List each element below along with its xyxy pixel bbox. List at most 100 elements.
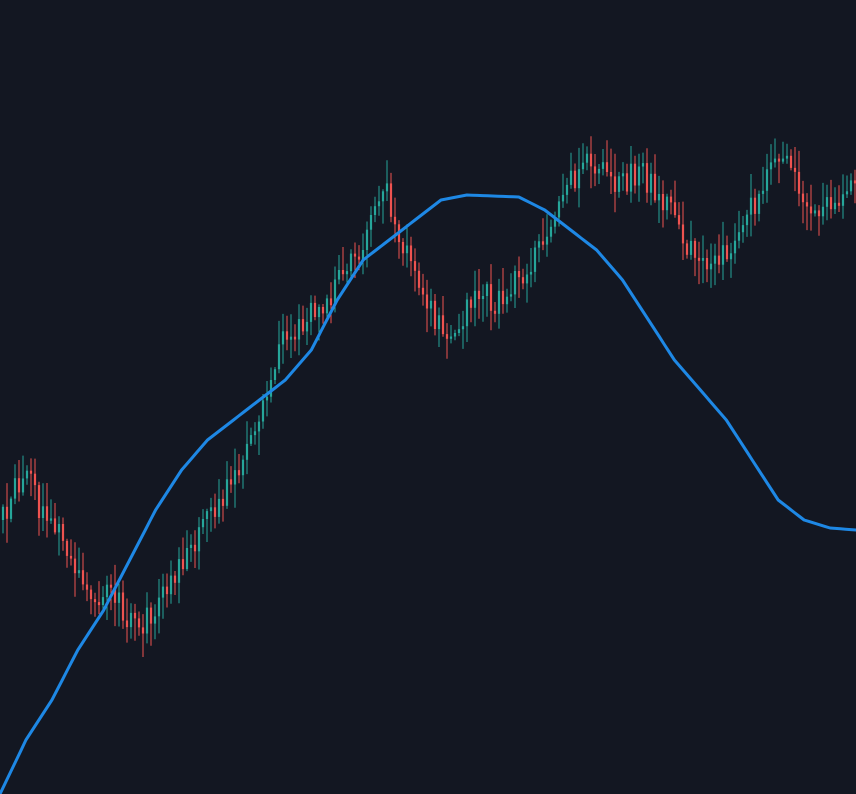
candle-up <box>617 176 621 192</box>
candle-down <box>809 206 813 214</box>
candle-down <box>645 163 649 193</box>
candle-up <box>161 586 165 598</box>
candle-up <box>405 245 409 254</box>
candle-up <box>565 184 569 195</box>
candle-up <box>621 173 625 177</box>
candle-up <box>709 263 713 270</box>
candle-down <box>53 518 57 533</box>
candle-up <box>317 307 321 318</box>
candle-down <box>445 334 449 339</box>
candle-up <box>833 202 837 210</box>
candle-up <box>49 518 53 521</box>
candle-up <box>385 183 389 192</box>
candle-up <box>553 217 557 227</box>
candle-up <box>657 194 661 201</box>
candle-up <box>189 544 193 548</box>
candle-up <box>749 197 753 215</box>
candle-up <box>505 296 509 305</box>
candle-down <box>17 478 21 493</box>
candle-down <box>673 202 677 216</box>
candle-up <box>437 315 441 330</box>
candle-down <box>65 540 69 556</box>
candle-down <box>37 485 41 518</box>
candle-down <box>109 584 113 588</box>
candle-up <box>309 302 313 322</box>
candle-up <box>245 443 249 460</box>
candle-down <box>421 287 425 295</box>
candle-up <box>741 225 745 233</box>
candle-down <box>221 498 225 506</box>
candle-up <box>369 215 373 230</box>
candle-up <box>761 190 765 194</box>
candle-up <box>325 298 329 314</box>
candle-up <box>561 194 565 202</box>
candle-up <box>25 470 29 479</box>
candle-down <box>97 602 101 606</box>
candle-up <box>737 232 741 241</box>
candle-down <box>725 245 729 260</box>
candle-down <box>61 524 65 541</box>
candle-up <box>557 201 561 218</box>
candle-down <box>69 555 73 559</box>
candle-down <box>329 298 333 306</box>
candle-up <box>509 294 513 297</box>
candle-up <box>813 210 817 214</box>
candle-up <box>545 236 549 245</box>
candle-up <box>785 155 789 159</box>
candle-up <box>549 226 553 237</box>
candle-down <box>477 290 481 299</box>
candle-up <box>257 421 261 432</box>
candle-up <box>533 247 537 272</box>
candle-up <box>457 329 461 333</box>
candle-up <box>273 369 277 380</box>
candle-up <box>205 511 209 519</box>
candle-up <box>641 163 645 167</box>
candle-down <box>81 570 85 585</box>
candle-down <box>681 224 685 244</box>
candle-up <box>465 299 469 327</box>
candle-down <box>489 284 493 311</box>
candle-up <box>361 250 365 260</box>
candle-down <box>149 607 153 624</box>
candle-down <box>321 307 325 314</box>
candle-up <box>849 180 853 192</box>
candle-up <box>349 253 353 272</box>
candle-up <box>841 194 845 206</box>
candle-up <box>729 253 733 260</box>
candle-up <box>365 229 369 250</box>
candle-up <box>585 153 589 163</box>
candle-down <box>89 589 93 600</box>
candle-up <box>513 271 517 295</box>
candle-up <box>449 336 453 339</box>
candle-up <box>733 240 737 254</box>
candle-down <box>73 558 77 574</box>
candle-up <box>537 241 541 248</box>
candle-up <box>377 201 381 207</box>
candle-down <box>817 210 821 217</box>
candle-down <box>493 310 497 314</box>
moving-average-line <box>0 193 856 794</box>
candle-up <box>201 519 205 528</box>
candle-down <box>417 270 421 288</box>
candle-up <box>529 271 533 275</box>
candle-down <box>93 599 97 603</box>
candle-down <box>717 255 721 265</box>
candle-down <box>425 294 429 309</box>
candle-down <box>829 197 833 210</box>
candle-down <box>593 166 597 174</box>
candle-up <box>825 197 829 207</box>
candle-down <box>285 331 289 340</box>
candle-up <box>597 168 601 174</box>
candle-down <box>521 277 525 284</box>
candle-down <box>693 240 697 258</box>
candle-down <box>181 559 185 570</box>
candle-up <box>485 284 489 296</box>
candle-down <box>837 202 841 206</box>
candle-up <box>225 479 229 506</box>
candle-down <box>213 507 217 517</box>
candle-down <box>165 586 169 595</box>
candle-down <box>805 202 809 207</box>
candle-up <box>577 169 581 189</box>
candle-up <box>265 396 269 401</box>
candle-down <box>609 172 613 177</box>
